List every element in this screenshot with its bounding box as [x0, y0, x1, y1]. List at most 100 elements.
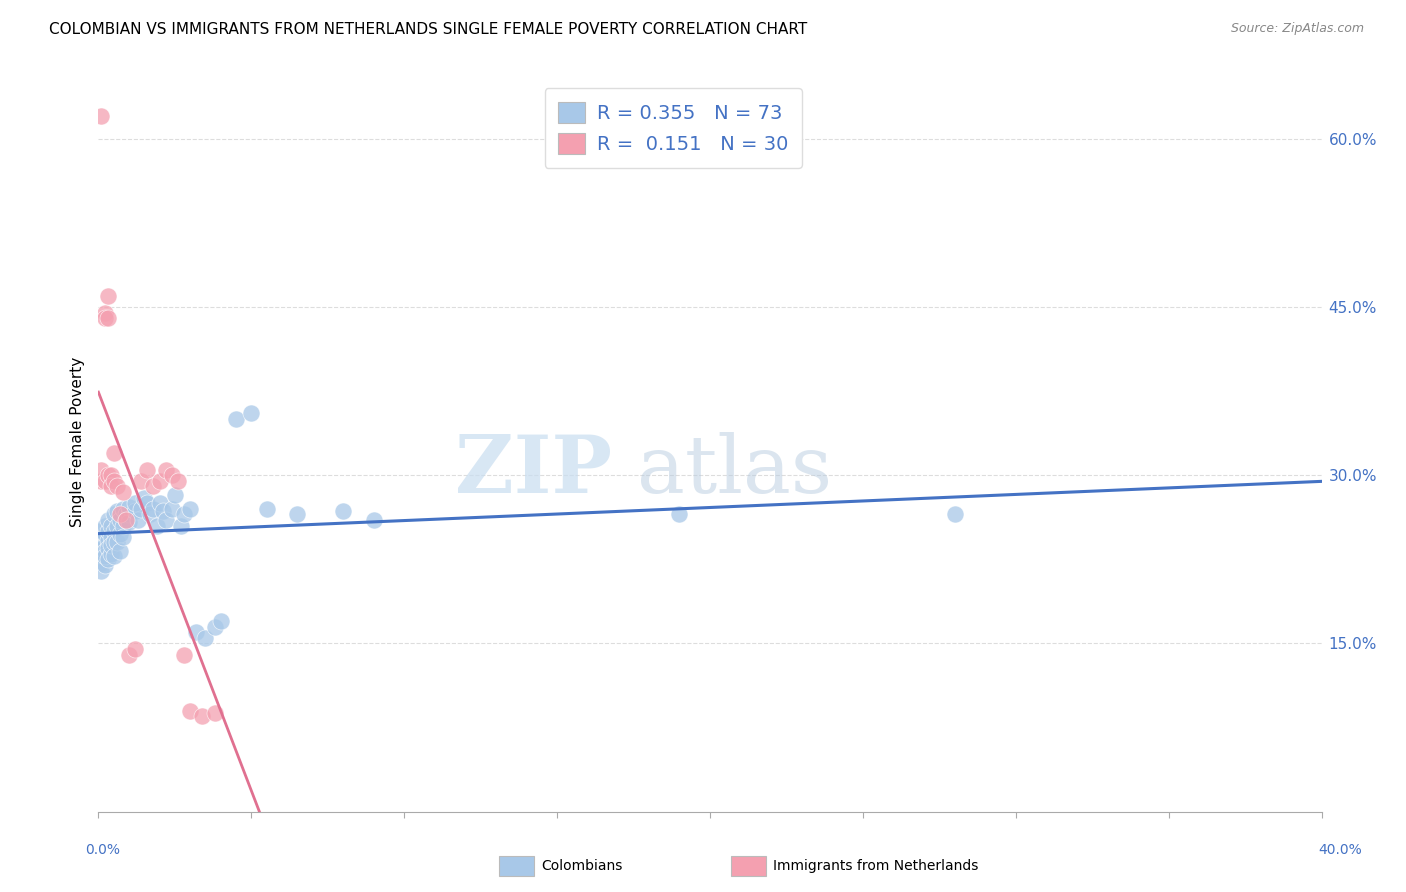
Point — [100, 468, 122, 483]
Point — [179, 501, 201, 516]
Point — [149, 474, 172, 488]
Point — [100, 538, 122, 552]
Point — [93, 305, 115, 319]
Point — [204, 619, 226, 633]
Point — [93, 526, 115, 541]
Point — [191, 709, 214, 723]
Point — [118, 508, 141, 522]
Point — [111, 501, 134, 516]
Point — [93, 518, 115, 533]
Point — [256, 501, 278, 516]
Point — [103, 446, 125, 460]
Point — [93, 558, 115, 572]
Point — [285, 508, 308, 522]
Point — [100, 547, 122, 561]
Point — [943, 508, 966, 522]
Point — [97, 524, 120, 539]
Point — [100, 479, 122, 493]
Point — [363, 513, 385, 527]
Point — [105, 518, 128, 533]
Point — [97, 311, 120, 326]
Point — [93, 544, 115, 558]
Y-axis label: Single Female Poverty: Single Female Poverty — [69, 357, 84, 526]
Point — [129, 501, 152, 516]
Point — [90, 109, 112, 123]
Point — [129, 474, 152, 488]
Point — [103, 549, 125, 563]
Point — [332, 504, 354, 518]
Point — [93, 474, 115, 488]
Point — [90, 474, 112, 488]
Point — [209, 614, 232, 628]
Point — [108, 508, 131, 522]
Point — [186, 625, 208, 640]
Point — [145, 518, 167, 533]
Point — [90, 462, 112, 476]
Point — [204, 706, 226, 720]
Point — [90, 547, 112, 561]
Point — [142, 501, 165, 516]
Point — [97, 513, 120, 527]
Point — [225, 412, 247, 426]
Point — [152, 504, 174, 518]
Point — [108, 544, 131, 558]
Point — [139, 508, 162, 522]
Point — [160, 501, 183, 516]
Point — [90, 549, 112, 563]
Point — [170, 518, 193, 533]
Point — [118, 500, 141, 514]
Point — [142, 479, 165, 493]
Point — [90, 556, 112, 570]
Point — [115, 508, 138, 522]
Text: 0.0%: 0.0% — [86, 843, 120, 857]
Point — [124, 642, 146, 657]
Point — [155, 462, 177, 476]
Text: Immigrants from Netherlands: Immigrants from Netherlands — [773, 859, 979, 873]
Point — [90, 541, 112, 555]
Point — [115, 513, 138, 527]
Point — [136, 496, 159, 510]
Point — [668, 508, 690, 522]
Point — [93, 549, 115, 563]
Text: ZIP: ZIP — [456, 432, 612, 510]
Point — [97, 552, 120, 566]
Point — [97, 541, 120, 555]
Point — [108, 526, 131, 541]
Point — [93, 311, 115, 326]
Text: COLOMBIAN VS IMMIGRANTS FROM NETHERLANDS SINGLE FEMALE POVERTY CORRELATION CHART: COLOMBIAN VS IMMIGRANTS FROM NETHERLANDS… — [49, 22, 807, 37]
Point — [160, 468, 183, 483]
Point — [103, 524, 125, 539]
Point — [111, 530, 134, 544]
Point — [194, 631, 217, 645]
Point — [149, 496, 172, 510]
Point — [90, 552, 112, 566]
Point — [240, 407, 263, 421]
Point — [103, 474, 125, 488]
Point — [105, 504, 128, 518]
Point — [90, 524, 112, 539]
Point — [90, 535, 112, 549]
Point — [111, 518, 134, 533]
Point — [100, 530, 122, 544]
Point — [108, 513, 131, 527]
Legend: R = 0.355   N = 73, R =  0.151   N = 30: R = 0.355 N = 73, R = 0.151 N = 30 — [544, 88, 801, 168]
Point — [134, 491, 156, 505]
Point — [111, 485, 134, 500]
Point — [97, 289, 120, 303]
Point — [100, 518, 122, 533]
Point — [173, 508, 195, 522]
Point — [173, 648, 195, 662]
Point — [97, 468, 120, 483]
Point — [97, 533, 120, 548]
Point — [105, 479, 128, 493]
Text: Colombians: Colombians — [541, 859, 623, 873]
Point — [93, 538, 115, 552]
Point — [136, 462, 159, 476]
Point — [124, 496, 146, 510]
Point — [118, 648, 141, 662]
Point — [167, 474, 190, 488]
Text: 40.0%: 40.0% — [1317, 843, 1362, 857]
Text: atlas: atlas — [637, 432, 832, 510]
Point — [124, 504, 146, 518]
Point — [179, 704, 201, 718]
